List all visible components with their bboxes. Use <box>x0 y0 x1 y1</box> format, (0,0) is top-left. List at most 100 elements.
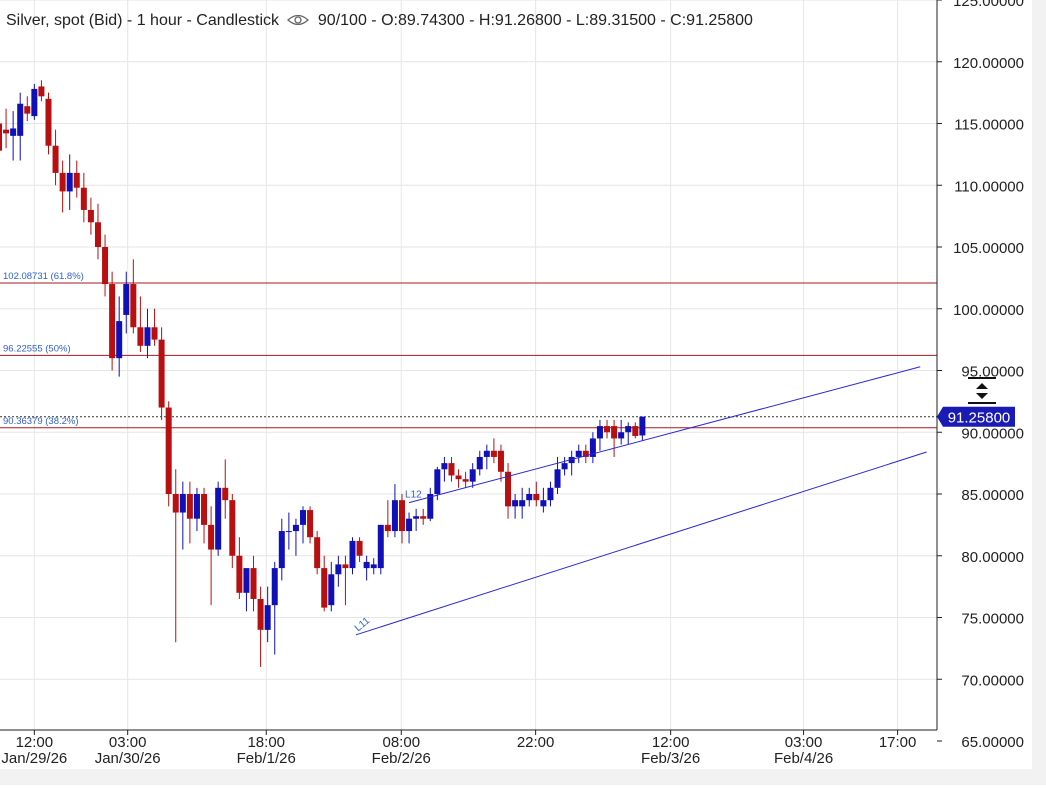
scale-handle-icon[interactable] <box>968 377 996 404</box>
fib-level-label: 102.08731 (61.8%) <box>3 271 84 282</box>
candle <box>144 308 151 359</box>
candle-body <box>490 450 497 457</box>
x-tick-date: Feb/3/26 <box>641 750 700 767</box>
candle-body <box>321 568 328 608</box>
candle <box>377 524 384 575</box>
candle-body <box>285 531 292 533</box>
candle-body <box>618 432 625 439</box>
candle-body <box>497 450 504 472</box>
candle <box>31 83 38 120</box>
candle <box>186 481 193 544</box>
scale-handle-up-arrow <box>976 383 988 389</box>
candle-body <box>116 321 123 359</box>
candle-body <box>158 339 165 408</box>
y-tick-label: 65.00000 <box>961 734 1024 751</box>
candle-body <box>434 469 441 494</box>
fibonacci-levels[interactable]: 102.08731 (61.8%) 96.22555 (50%) 90.36379 … <box>0 271 937 429</box>
candle <box>356 537 363 562</box>
candle <box>540 487 547 513</box>
chart-title: Silver, spot (Bid) - 1 hour - Candlestic… <box>6 12 279 29</box>
candle <box>229 494 236 569</box>
candle <box>448 456 455 482</box>
candle-body <box>441 463 448 470</box>
candle <box>59 160 66 213</box>
candle <box>512 494 519 519</box>
candle <box>66 154 73 210</box>
y-tick-label: 115.00000 <box>954 117 1024 134</box>
candle-body <box>356 540 363 556</box>
candle <box>441 456 448 482</box>
channel-label-upper: L12 <box>405 490 422 501</box>
candle-body <box>589 438 596 457</box>
candle-body <box>208 524 215 550</box>
candle-body <box>526 494 533 501</box>
candle-body <box>257 598 264 630</box>
candle <box>307 506 314 544</box>
candle <box>3 108 10 149</box>
candle-body <box>391 500 398 532</box>
candle <box>10 111 17 161</box>
x-tick-time: 03:00 <box>109 734 147 751</box>
candle-body <box>363 561 370 569</box>
candle-body <box>264 605 271 630</box>
x-tick-time: 12:00 <box>652 734 690 751</box>
candle-body <box>73 172 80 188</box>
x-tick-time: 08:00 <box>383 734 421 751</box>
last-price-tag: 91.25800 <box>937 406 1015 427</box>
x-tick-date: Feb/2/26 <box>372 750 431 767</box>
candle <box>328 561 335 612</box>
candle-body <box>102 247 109 285</box>
candle-body <box>165 407 172 494</box>
candle <box>335 555 342 587</box>
last-price-tag-bg <box>937 406 1015 427</box>
candle <box>257 586 264 667</box>
candle <box>505 463 512 519</box>
candle <box>314 531 321 575</box>
candle-body <box>45 98 52 146</box>
candle-body <box>342 564 349 569</box>
candle <box>427 487 434 522</box>
candle <box>285 512 292 550</box>
candle <box>94 203 101 260</box>
candle-body <box>554 469 561 488</box>
candle-body <box>307 510 314 538</box>
grid-layer <box>0 0 937 730</box>
candle <box>370 558 377 575</box>
candle <box>526 487 533 507</box>
candle <box>264 586 271 643</box>
zoom-level: 90/100 <box>317 12 367 29</box>
candle <box>469 463 476 488</box>
channel-line-upper[interactable] <box>408 366 921 504</box>
candle <box>201 487 208 544</box>
y-tick-label: 85.00000 <box>961 487 1024 504</box>
candle <box>349 537 356 575</box>
candle <box>116 296 123 377</box>
channel-line-lower[interactable] <box>355 451 927 636</box>
y-tick-label: 90.00000 <box>961 425 1024 442</box>
candle-body <box>512 500 519 507</box>
candle <box>271 561 278 655</box>
candle <box>533 481 540 507</box>
candle-body <box>24 106 31 114</box>
candle-body <box>172 494 179 513</box>
candle-body <box>611 426 618 439</box>
candle <box>193 487 200 532</box>
candle-body <box>377 524 384 569</box>
candle <box>575 444 582 464</box>
candle <box>109 271 116 371</box>
candle-body <box>130 284 137 328</box>
candle-body <box>568 456 575 464</box>
candle-body <box>10 128 17 136</box>
candle <box>236 537 243 599</box>
candle-body <box>406 518 413 532</box>
candle-body <box>604 426 611 433</box>
y-tick-label: 100.00000 <box>953 302 1024 319</box>
bottom-edge <box>0 769 1046 785</box>
candle <box>17 92 24 161</box>
eye-icon[interactable] <box>287 13 310 27</box>
candle-body <box>201 494 208 525</box>
